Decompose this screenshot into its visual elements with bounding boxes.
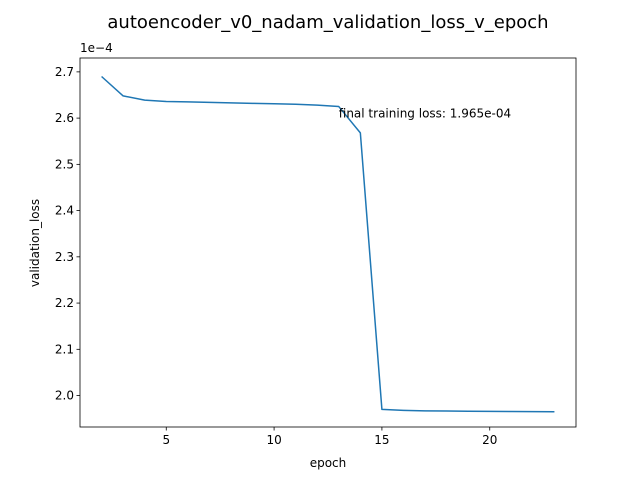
- y-tick-label-2.3: 2.3: [55, 250, 74, 264]
- y-tick-label-2.1: 2.1: [55, 342, 74, 356]
- x-axis-label: epoch: [310, 456, 347, 470]
- x-tick-label-5: 5: [162, 433, 170, 447]
- chart-title: autoencoder_v0_nadam_validation_loss_v_e…: [107, 12, 548, 33]
- x-tick-label-10: 10: [266, 433, 281, 447]
- x-tick-label-15: 15: [374, 433, 389, 447]
- plot-area: 5 10 15 20 2.0 2.1 2.2 2.3 2.4 2.5 2.6 2.7: [55, 57, 577, 447]
- y-axis-multiplier: 1e−4: [80, 41, 113, 55]
- y-tick-label-2.4: 2.4: [55, 204, 74, 218]
- plot-frame: [79, 57, 577, 428]
- series-line-0: [101, 75, 555, 413]
- y-axis-label: validation_loss: [28, 199, 42, 287]
- x-tick-label-20: 20: [482, 433, 497, 447]
- y-tick-label-2.0: 2.0: [55, 389, 74, 403]
- y-tick-label-2.5: 2.5: [55, 157, 74, 171]
- final-loss-annotation: final training loss: 1.965e-04: [339, 106, 511, 120]
- y-tick-label-2.6: 2.6: [55, 111, 74, 125]
- y-tick-label-2.7: 2.7: [55, 65, 74, 79]
- y-tick-label-2.2: 2.2: [55, 296, 74, 310]
